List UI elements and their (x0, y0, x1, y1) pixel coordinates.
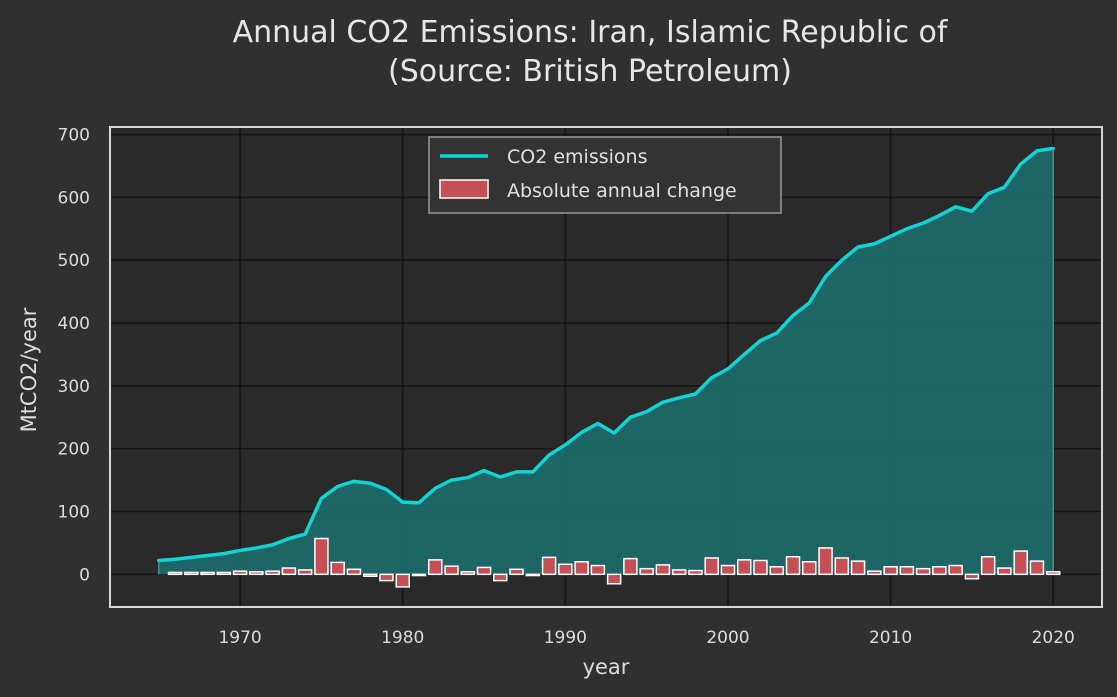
x-tick-label: 1980 (381, 628, 424, 648)
change-bar (265, 570, 280, 576)
change-bar (834, 557, 850, 576)
change-bar (493, 573, 508, 582)
change-bar (850, 560, 866, 576)
y-tick-label: 0 (79, 565, 90, 585)
change-bar (639, 567, 654, 576)
y-tick-label: 500 (58, 251, 90, 271)
change-bars (167, 537, 1061, 588)
x-axis-label: year (583, 655, 630, 679)
chart-title: Annual CO2 Emissions: Iran, Islamic Repu… (233, 15, 949, 50)
change-bar (314, 537, 329, 576)
change-bar (346, 568, 362, 576)
change-bar (232, 570, 248, 576)
change-bar (200, 571, 215, 576)
legend-label-change: Absolute annual change (507, 180, 737, 202)
change-bar (704, 557, 719, 576)
change-bar (980, 555, 996, 576)
change-bar (297, 569, 313, 576)
change-bar (753, 559, 768, 576)
change-bar (1013, 550, 1028, 576)
change-bar (883, 566, 898, 576)
change-bar (915, 567, 931, 576)
change-bar (574, 561, 589, 576)
plot-frame (109, 126, 1103, 608)
emissions-line (157, 146, 1055, 563)
x-tick-label: 2020 (1032, 628, 1075, 648)
emissions-line-layer (157, 146, 1055, 563)
change-bar (655, 564, 671, 576)
change-bar (932, 566, 947, 576)
change-bar (281, 567, 297, 576)
change-bar (818, 547, 833, 576)
change-bar (899, 566, 915, 576)
x-tick-label: 1990 (544, 628, 587, 648)
y-axis-label: MtCO2/year (17, 307, 41, 432)
x-tick-label: 2000 (706, 628, 749, 648)
emissions-area-fill (158, 148, 1054, 575)
y-tick-label: 300 (58, 377, 90, 397)
legend-label-emissions: CO2 emissions (507, 146, 647, 168)
ticks: 1970 1980 1990 2000 2010 2020 0 100 200 300 400 500… (58, 126, 1075, 648)
change-bar (688, 569, 703, 576)
change-bar (541, 556, 557, 576)
change-bar (867, 570, 882, 576)
change-bar (1029, 560, 1045, 576)
change-bar (1045, 571, 1061, 576)
change-bar (785, 555, 801, 576)
change-bar (590, 564, 606, 576)
change-bar (802, 561, 817, 576)
change-bar (216, 571, 232, 576)
y-tick-label: 400 (58, 314, 90, 334)
change-bar (525, 573, 541, 577)
change-bar (395, 573, 410, 588)
change-bar (184, 571, 199, 576)
change-bar (606, 573, 622, 585)
change-bar (411, 573, 427, 577)
change-bar (671, 569, 687, 576)
legend-box (428, 136, 782, 214)
legend: CO2 emissions Absolute annual change (428, 136, 782, 214)
y-tick-label: 700 (58, 126, 90, 146)
change-bar (509, 568, 524, 576)
change-bar (997, 567, 1012, 576)
change-bar (476, 566, 492, 576)
change-bar (427, 559, 443, 576)
x-tick-label: 1970 (218, 628, 261, 648)
y-tick-label: 100 (58, 503, 90, 523)
y-tick-label: 600 (58, 188, 90, 208)
change-bar (444, 565, 459, 576)
change-bar (558, 563, 573, 576)
change-bar (720, 564, 736, 576)
change-bar (330, 561, 345, 576)
y-tick-label: 200 (58, 440, 90, 460)
change-bar (167, 571, 183, 576)
change-bar (736, 559, 752, 576)
legend-bar-swatch (439, 179, 489, 199)
emissions-area (158, 148, 1054, 575)
change-bar (249, 571, 264, 576)
x-tick-label: 2010 (869, 628, 912, 648)
change-bar (623, 557, 638, 576)
change-bar (964, 573, 980, 580)
chart-subtitle: (Source: British Petroleum) (388, 54, 792, 89)
change-bar (362, 573, 378, 577)
change-bar (379, 573, 394, 582)
change-bar (460, 571, 476, 576)
change-bar (948, 564, 963, 576)
change-bar (769, 566, 785, 576)
